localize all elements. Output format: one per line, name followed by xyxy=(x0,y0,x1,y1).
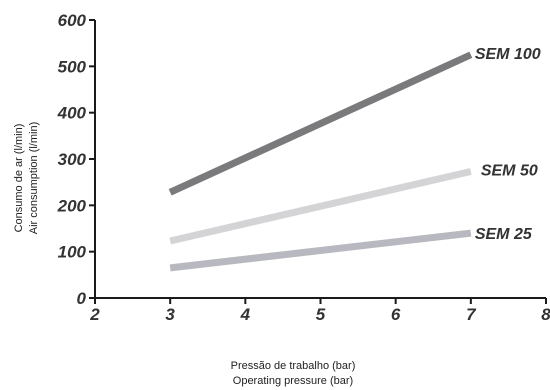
x-tick-label: 4 xyxy=(240,305,251,324)
x-tick-label: 8 xyxy=(541,305,550,324)
y-tick-label: 100 xyxy=(58,243,87,262)
series-label-2: SEM 25 xyxy=(475,226,533,243)
series-label-0: SEM 100 xyxy=(475,46,541,63)
x-tick-label: 7 xyxy=(466,305,477,324)
x-axis-title-en: Operating pressure (bar) xyxy=(233,375,353,387)
x-tick-label: 6 xyxy=(391,305,401,324)
y-tick-label: 0 xyxy=(77,289,87,308)
y-tick-label: 300 xyxy=(58,150,87,169)
series-line-1 xyxy=(169,168,472,245)
y-ticks: 0 100 200 300 400 500 600 xyxy=(57,11,95,308)
y-tick-label: 200 xyxy=(57,196,87,215)
y-tick-label: 500 xyxy=(58,57,87,76)
series-layer xyxy=(168,51,473,272)
x-tick-label: 2 xyxy=(89,305,100,324)
y-tick-label: 600 xyxy=(58,11,87,30)
series-label-1: SEM 50 xyxy=(481,163,538,180)
series-line-0 xyxy=(168,51,473,196)
x-axis-title-pt: Pressão de trabalho (bar) xyxy=(231,360,356,372)
y-axis-title-en: Air consumption (l/min) xyxy=(28,122,40,234)
y-axis-title-pt: Consumo de ar (l/min) xyxy=(13,124,25,233)
series-line-2 xyxy=(169,229,472,272)
x-tick-label: 5 xyxy=(316,305,326,324)
series-labels: SEM 100 SEM 50 SEM 25 xyxy=(475,46,541,243)
x-ticks: 2 3 4 5 6 7 8 xyxy=(89,298,550,324)
x-tick-label: 3 xyxy=(165,305,175,324)
y-tick-label: 400 xyxy=(57,104,87,123)
